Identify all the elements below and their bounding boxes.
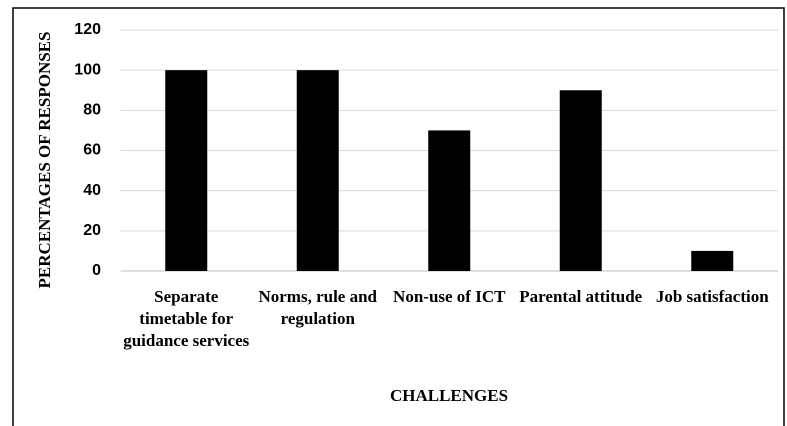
x-tick-label-box: Non-use of ICT [393, 287, 506, 306]
bar [428, 130, 471, 271]
bar [165, 70, 208, 272]
y-tick-label: 0 [92, 262, 101, 279]
x-axis-title: CHALLENGES [390, 386, 508, 405]
bar [559, 90, 602, 271]
y-axis-title: PERCENTAGES OF RESPONSES [35, 32, 54, 289]
y-tick-label: 100 [74, 61, 101, 78]
frame [12, 7, 785, 426]
bar [691, 250, 734, 271]
y-tick-label: 20 [83, 222, 101, 239]
x-tick-label: Non-use of ICT [393, 287, 506, 306]
x-tick-label-box: Job satisfaction [655, 287, 769, 306]
x-tick-label: Separate timetable for guidance services [123, 287, 250, 350]
y-tick-label: 120 [74, 21, 101, 38]
x-tick-label-box: Norms, rule and regulation [258, 287, 378, 328]
x-tick-label: Norms, rule and regulation [258, 287, 378, 328]
y-tick-label: 80 [83, 102, 101, 119]
y-tick-label: 60 [83, 142, 101, 159]
bar [296, 70, 339, 272]
x-tick-label: Parental attitude [519, 287, 643, 306]
y-tick-label: 40 [83, 182, 101, 199]
x-tick-label-box: Parental attitude [519, 287, 643, 306]
x-tick-label-box: Separate timetable for guidance services [123, 287, 250, 350]
x-tick-label: Job satisfaction [655, 287, 769, 306]
